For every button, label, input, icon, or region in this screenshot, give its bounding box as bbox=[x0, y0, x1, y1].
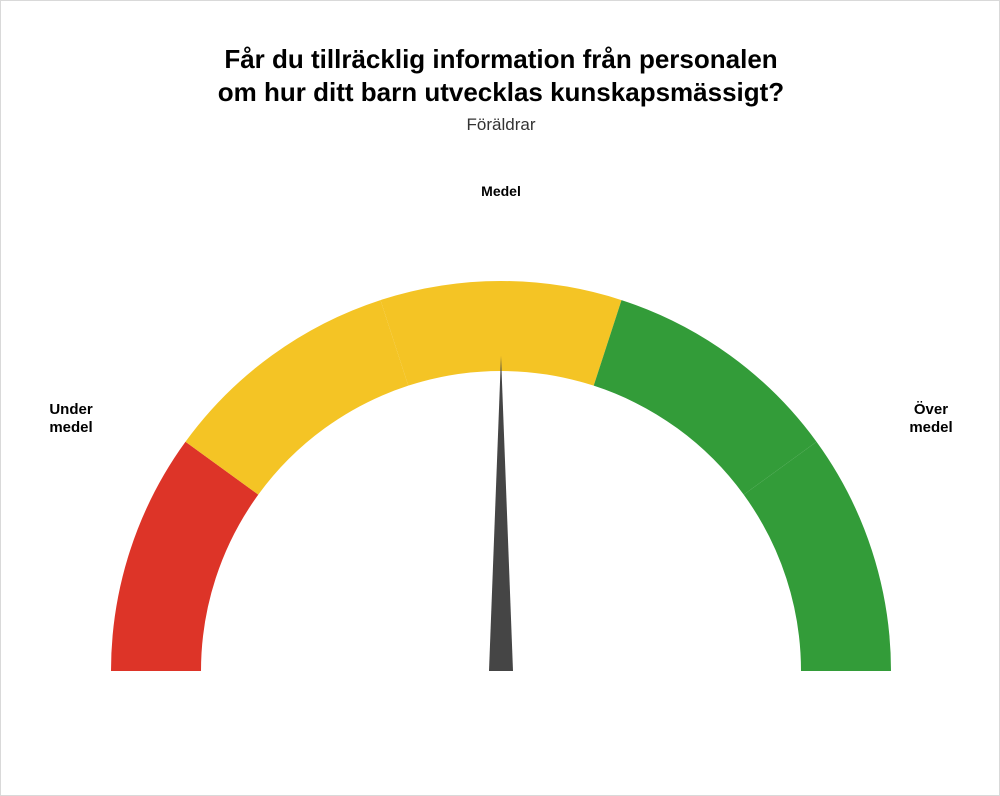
gauge-label-left-line2: medel bbox=[49, 419, 92, 436]
title-line-2: om hur ditt barn utvecklas kunskapsmässi… bbox=[218, 77, 784, 107]
gauge-label-right-line1: Över bbox=[914, 401, 948, 418]
gauge-label-top: Medel bbox=[1, 183, 1000, 200]
gauge-container: Medel Under medel Över medel bbox=[1, 171, 1000, 731]
gauge-label-left-line1: Under bbox=[49, 401, 92, 418]
gauge-segment bbox=[185, 300, 408, 495]
chart-subtitle: Föräldrar bbox=[1, 115, 1000, 135]
title-line-1: Får du tillräcklig information från pers… bbox=[224, 44, 777, 74]
gauge-segment bbox=[594, 300, 817, 495]
gauge-chart bbox=[1, 171, 1000, 731]
gauge-label-right-line2: medel bbox=[909, 419, 952, 436]
chart-frame: Får du tillräcklig information från pers… bbox=[0, 0, 1000, 796]
gauge-needle bbox=[489, 356, 513, 671]
chart-title: Får du tillräcklig information från pers… bbox=[1, 43, 1000, 108]
gauge-label-right: Över medel bbox=[896, 401, 966, 437]
gauge-label-left: Under medel bbox=[36, 401, 106, 437]
